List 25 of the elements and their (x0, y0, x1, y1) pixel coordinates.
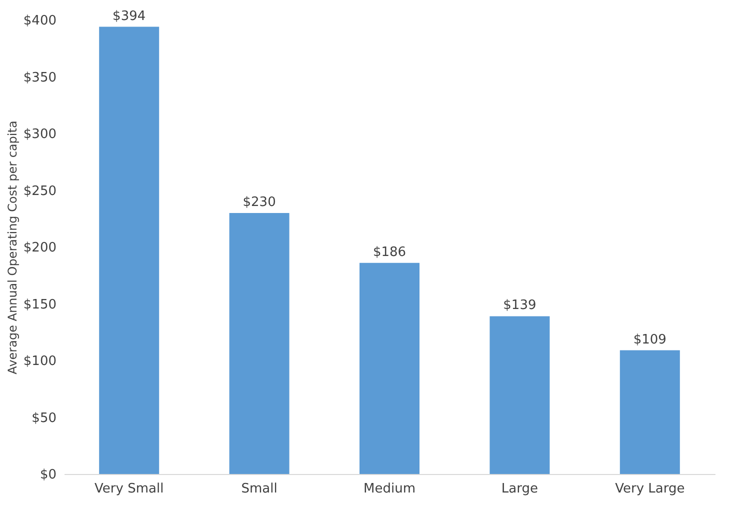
data-label: $394 (112, 8, 146, 24)
x-tick-label: Very Large (615, 482, 685, 496)
y-tick-label: $400 (23, 14, 56, 28)
y-tick-label: $50 (32, 410, 56, 426)
bar (99, 26, 160, 474)
y-tick-label: $200 (23, 240, 56, 256)
bar (360, 262, 420, 474)
data-label: $230 (242, 194, 276, 210)
bar (620, 350, 680, 474)
y-tick-label: $300 (23, 127, 56, 142)
bar (229, 212, 290, 474)
x-tick-label: Small (241, 482, 278, 496)
y-tick-label: $100 (23, 354, 56, 369)
x-tick-label: Very Small (94, 482, 164, 496)
y-tick-label: $250 (23, 184, 56, 199)
y-tick-label: $0 (40, 468, 56, 482)
y-axis-title: Average Annual Operating Cost per capita (5, 120, 20, 374)
data-label: $186 (372, 244, 406, 260)
data-label: $109 (633, 332, 666, 348)
x-tick-label: Medium (364, 482, 416, 496)
data-label: $139 (503, 298, 536, 314)
y-tick-label: $350 (23, 70, 56, 86)
bar (490, 316, 550, 474)
x-tick-label: Large (501, 482, 538, 496)
y-tick-label: $150 (23, 297, 56, 312)
